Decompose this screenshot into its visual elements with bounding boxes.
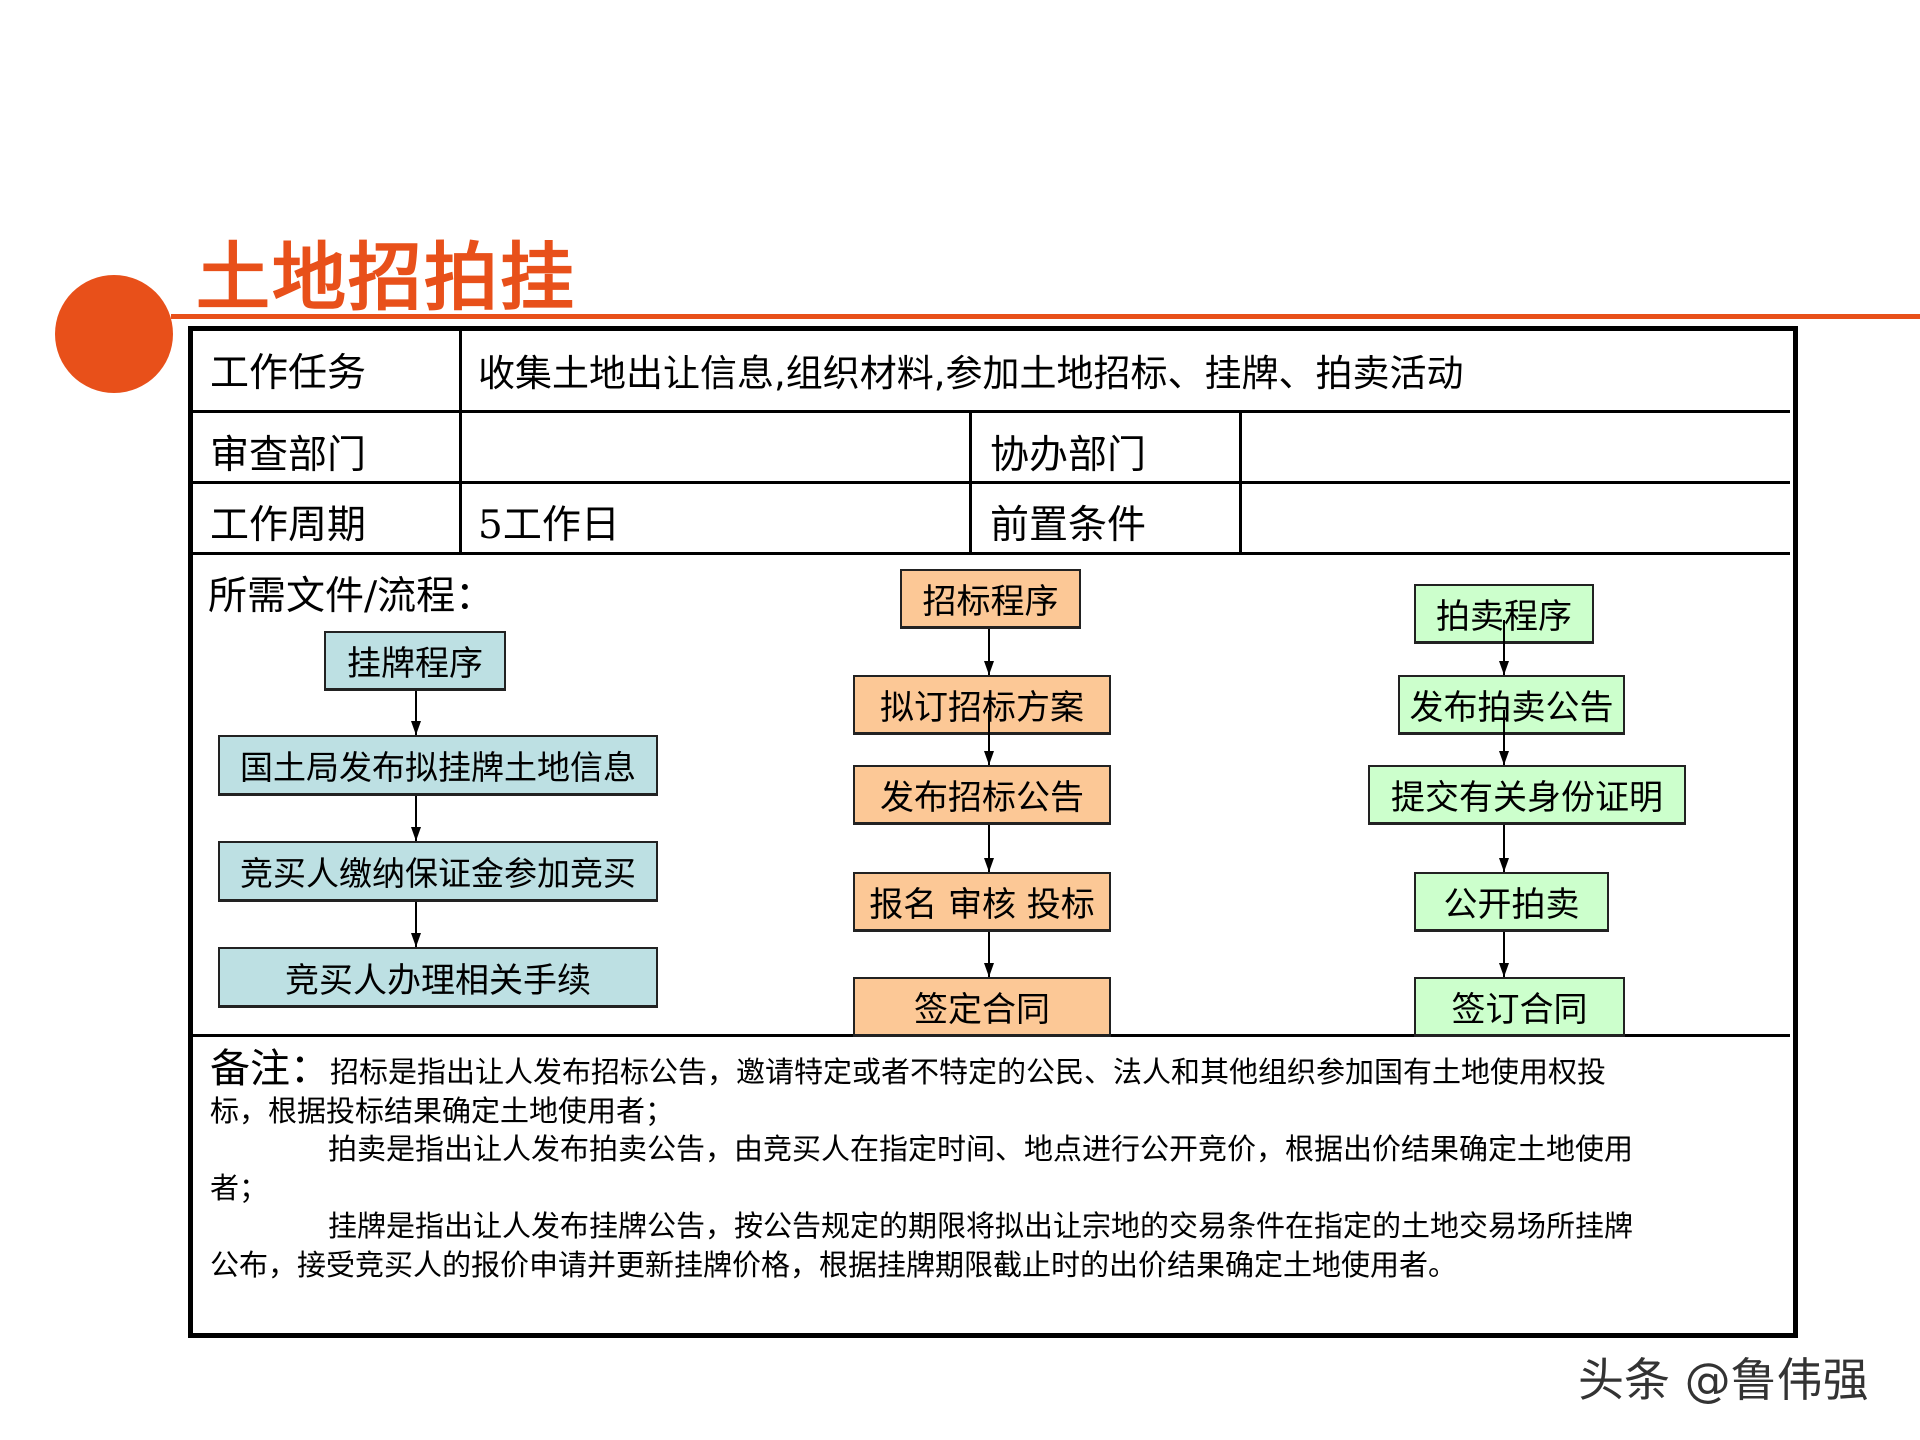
cycle-label: 工作周期 [210, 503, 367, 548]
listing-step: 国土局发布拟挂牌土地信息 [218, 735, 658, 796]
auction-step: 提交有关身份证明 [1368, 765, 1686, 825]
assist-dept-label: 协办部门 [990, 433, 1147, 478]
col-divider [459, 330, 462, 553]
tender-step: 报名 审核 投标 [853, 872, 1111, 932]
tender-step: 发布招标公告 [853, 765, 1111, 825]
task-value: 收集土地出让信息,组织材料,参加土地招标、挂牌、拍卖活动 [478, 352, 1464, 395]
notes: 备注：招标是指出让人发布招标公告，邀请特定或者不特定的公民、法人和其他组织参加国… [210, 1049, 1770, 1284]
auction-step: 公开拍卖 [1414, 872, 1609, 932]
listing-step: 竞买人缴纳保证金参加竞买 [218, 841, 658, 902]
docs-label: 所需文件/流程： [208, 574, 495, 619]
col-divider [969, 411, 972, 553]
notes-line: 标，根据投标结果确定土地使用者； [210, 1093, 675, 1128]
tender-step: 招标程序 [900, 569, 1081, 629]
notes-line: 公布，接受竞买人的报价申请并更新挂牌价格，根据挂牌期限截止时的出价结果确定土地使… [210, 1247, 1458, 1282]
notes-heading: 备注： [210, 1046, 330, 1092]
auction-step: 拍卖程序 [1414, 584, 1594, 644]
col-divider [1239, 411, 1242, 553]
row-divider [190, 481, 1790, 484]
listing-step: 竞买人办理相关手续 [218, 947, 658, 1008]
notes-line: 招标是指出让人发布招标公告，邀请特定或者不特定的公民、法人和其他组织参加国有土地… [330, 1055, 1607, 1089]
notes-line: 者； [210, 1170, 269, 1205]
decorative-circle [55, 275, 173, 393]
task-label: 工作任务 [210, 351, 367, 396]
tender-step: 拟订招标方案 [853, 675, 1111, 735]
auction-step: 签订合同 [1414, 977, 1625, 1037]
row-divider [190, 552, 1790, 555]
tender-step: 签定合同 [853, 977, 1111, 1037]
review-dept-label: 审查部门 [210, 433, 367, 478]
watermark: 头条 @鲁伟强 [1578, 1353, 1869, 1407]
precondition-label: 前置条件 [990, 503, 1147, 548]
page-title: 土地招拍挂 [196, 235, 576, 321]
cycle-value: 5工作日 [478, 503, 620, 548]
auction-step: 发布拍卖公告 [1398, 675, 1625, 735]
row-divider [190, 410, 1790, 413]
info-table [188, 326, 1798, 1338]
notes-line: 拍卖是指出让人发布拍卖公告，由竞买人在指定时间、地点进行公开竞价，根据出价结果确… [328, 1132, 1634, 1166]
listing-step: 挂牌程序 [324, 631, 506, 691]
title-underline [171, 314, 1920, 319]
notes-line: 挂牌是指出让人发布挂牌公告，按公告规定的期限将拟出让宗地的交易条件在指定的土地交… [328, 1209, 1634, 1243]
